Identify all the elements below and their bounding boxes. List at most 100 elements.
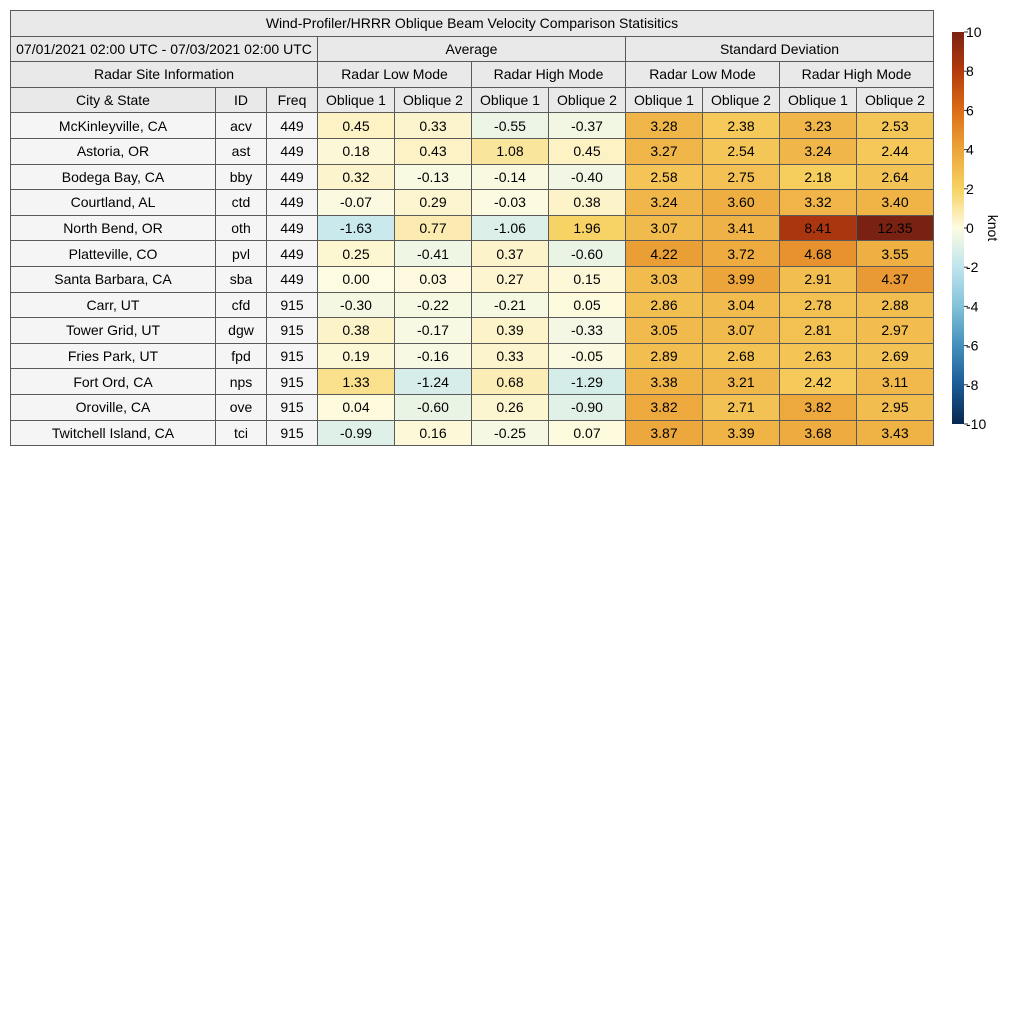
value-cell: -0.37 xyxy=(548,112,626,139)
value-cell: 2.42 xyxy=(779,368,857,395)
value-cell: -0.60 xyxy=(548,240,626,267)
avg-low-mode-header: Radar Low Mode xyxy=(317,61,472,88)
site-id-cell: tci xyxy=(215,419,267,447)
value-cell: -0.07 xyxy=(317,189,395,216)
table-row: Santa Barbara, CA sba 449 0.00 0.03 0.27 0.15 3… xyxy=(10,265,934,293)
value-cell: 0.04 xyxy=(317,393,395,421)
value-cell: 2.68 xyxy=(702,342,780,370)
table-row: Oroville, CA ove 915 0.04 -0.60 0.26 -0.90 3.82… xyxy=(10,393,934,421)
value-cell: 3.87 xyxy=(625,419,703,447)
table-row: McKinleyville, CA acv 449 0.45 0.33 -0.55 -0.3… xyxy=(10,112,934,139)
value-cell: -0.05 xyxy=(548,342,626,370)
value-cell: 3.24 xyxy=(779,137,857,165)
value-cell: -0.41 xyxy=(394,240,472,267)
value-cell: 2.53 xyxy=(856,112,934,139)
table-row: Bodega Bay, CA bby 449 0.32 -0.13 -0.14 -0.40 2… xyxy=(10,163,934,191)
col-freq-header: Freq xyxy=(266,86,318,114)
colorbar-tick-label: -8 xyxy=(966,377,979,393)
colorbar-gradient xyxy=(952,32,964,424)
colorbar-tick-label: 6 xyxy=(966,102,974,118)
value-cell: 2.78 xyxy=(779,291,857,319)
col-avg-high-oblique2-header: Oblique 2 xyxy=(548,86,626,114)
value-cell: 3.23 xyxy=(779,112,857,139)
col-id-header: ID xyxy=(215,86,267,114)
value-cell: 3.24 xyxy=(625,189,703,216)
site-id-cell: oth xyxy=(215,214,267,242)
colorbar-tick-label: -10 xyxy=(966,416,986,432)
value-cell: 2.97 xyxy=(856,317,934,344)
value-cell: 2.54 xyxy=(702,137,780,165)
site-freq-cell: 915 xyxy=(266,368,318,395)
site-id-cell: cfd xyxy=(215,291,267,319)
site-id-cell: pvl xyxy=(215,240,267,267)
value-cell: -0.22 xyxy=(394,291,472,319)
value-cell: 0.05 xyxy=(548,291,626,319)
table-row: North Bend, OR oth 449 -1.63 0.77 -1.06 1.96 3.… xyxy=(10,214,934,242)
col-std-low-oblique1-header: Oblique 1 xyxy=(625,86,703,114)
value-cell: 3.82 xyxy=(779,393,857,421)
value-cell: 2.44 xyxy=(856,137,934,165)
value-cell: 0.19 xyxy=(317,342,395,370)
value-cell: -0.13 xyxy=(394,163,472,191)
value-cell: 3.43 xyxy=(856,419,934,447)
value-cell: 0.32 xyxy=(317,163,395,191)
value-cell: 0.33 xyxy=(394,112,472,139)
site-city-cell: Courtland, AL xyxy=(10,189,216,216)
value-cell: 2.71 xyxy=(702,393,780,421)
table-row: Carr, UT cfd 915 -0.30 -0.22 -0.21 0.05 2.86 3.0… xyxy=(10,291,934,319)
value-cell: 0.45 xyxy=(548,137,626,165)
table-row: Astoria, OR ast 449 0.18 0.43 1.08 0.45 3.27 2.5… xyxy=(10,137,934,165)
value-cell: -0.60 xyxy=(394,393,472,421)
value-cell: 0.27 xyxy=(471,265,549,293)
value-cell: -1.63 xyxy=(317,214,395,242)
value-cell: 2.95 xyxy=(856,393,934,421)
value-cell: 4.22 xyxy=(625,240,703,267)
site-city-cell: Platteville, CO xyxy=(10,240,216,267)
value-cell: 0.68 xyxy=(471,368,549,395)
colorbar-tick-label: 10 xyxy=(966,24,982,40)
value-cell: 3.68 xyxy=(779,419,857,447)
value-cell: 3.38 xyxy=(625,368,703,395)
value-cell: -0.21 xyxy=(471,291,549,319)
std-low-mode-header: Radar Low Mode xyxy=(625,61,780,88)
site-freq-cell: 449 xyxy=(266,163,318,191)
value-cell: 2.64 xyxy=(856,163,934,191)
site-city-cell: Astoria, OR xyxy=(10,137,216,165)
site-id-cell: ast xyxy=(215,137,267,165)
col-avg-low-oblique1-header: Oblique 1 xyxy=(317,86,395,114)
date-range: 07/01/2021 02:00 UTC - 07/03/2021 02:00 … xyxy=(10,35,318,63)
value-cell: 3.07 xyxy=(625,214,703,242)
value-cell: 4.68 xyxy=(779,240,857,267)
value-cell: 2.89 xyxy=(625,342,703,370)
value-cell: -0.25 xyxy=(471,419,549,447)
site-id-cell: sba xyxy=(215,265,267,293)
value-cell: 8.41 xyxy=(779,214,857,242)
value-cell: -0.03 xyxy=(471,189,549,216)
value-cell: 0.29 xyxy=(394,189,472,216)
value-cell: 0.00 xyxy=(317,265,395,293)
value-cell: 2.91 xyxy=(779,265,857,293)
value-cell: -0.14 xyxy=(471,163,549,191)
value-cell: 0.33 xyxy=(471,342,549,370)
value-cell: 3.05 xyxy=(625,317,703,344)
colorbar-tick-label: 0 xyxy=(966,220,974,236)
value-cell: 0.26 xyxy=(471,393,549,421)
value-cell: 0.37 xyxy=(471,240,549,267)
col-avg-low-oblique2-header: Oblique 2 xyxy=(394,86,472,114)
value-cell: 3.21 xyxy=(702,368,780,395)
site-city-cell: McKinleyville, CA xyxy=(10,112,216,139)
col-std-high-oblique1-header: Oblique 1 xyxy=(779,86,857,114)
site-freq-cell: 449 xyxy=(266,240,318,267)
value-cell: -1.06 xyxy=(471,214,549,242)
site-city-cell: Fort Ord, CA xyxy=(10,368,216,395)
value-cell: 2.88 xyxy=(856,291,934,319)
site-id-cell: dgw xyxy=(215,317,267,344)
value-cell: 2.81 xyxy=(779,317,857,344)
colorbar-tick-label: -2 xyxy=(966,259,979,275)
value-cell: 3.03 xyxy=(625,265,703,293)
value-cell: 3.04 xyxy=(702,291,780,319)
site-freq-cell: 915 xyxy=(266,393,318,421)
value-cell: 2.18 xyxy=(779,163,857,191)
value-cell: 0.43 xyxy=(394,137,472,165)
value-cell: 3.32 xyxy=(779,189,857,216)
